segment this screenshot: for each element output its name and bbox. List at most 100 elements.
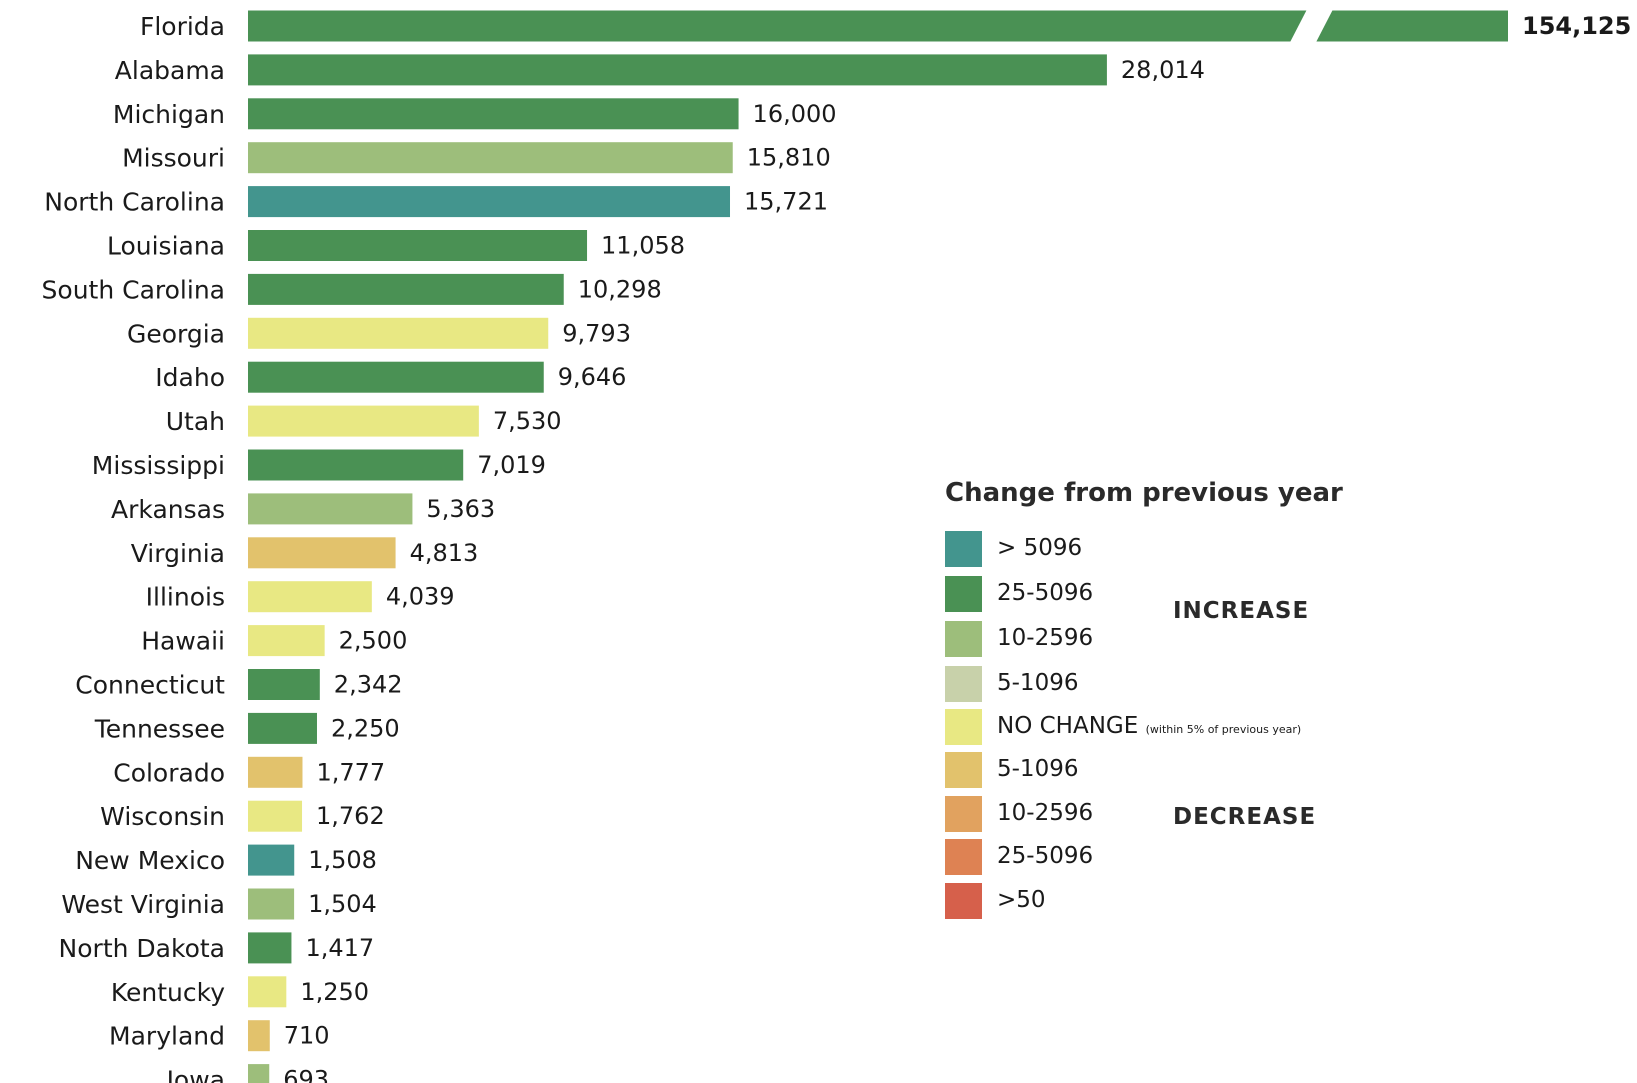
category-label: Illinois bbox=[146, 583, 225, 612]
category-label: Florida bbox=[140, 12, 225, 41]
legend-swatch bbox=[945, 576, 982, 612]
category-label: Virginia bbox=[131, 539, 225, 568]
value-label: 9,646 bbox=[558, 363, 627, 391]
legend-label: 25-5096 bbox=[997, 580, 1094, 606]
legend-swatch bbox=[945, 883, 982, 919]
legend-title: Change from previous year bbox=[945, 478, 1343, 508]
legend-swatch bbox=[945, 709, 982, 745]
value-label: 11,058 bbox=[601, 232, 685, 260]
legend-item-no-change: NO CHANGE (within 5% of previous year) bbox=[945, 709, 1465, 745]
increase-label: INCREASE bbox=[1173, 598, 1310, 624]
bar bbox=[248, 186, 731, 218]
value-label: 4,039 bbox=[386, 583, 455, 611]
value-label: 1,508 bbox=[308, 846, 377, 874]
legend-label: 10-2596 bbox=[997, 625, 1094, 651]
category-label: Kentucky bbox=[111, 978, 225, 1007]
legend-label: >50 bbox=[997, 887, 1046, 913]
bar bbox=[248, 230, 588, 261]
value-label: 1,417 bbox=[305, 934, 374, 962]
legend-no-change-label: NO CHANGE bbox=[997, 713, 1139, 739]
bar bbox=[248, 273, 564, 305]
legend-swatch bbox=[945, 796, 982, 832]
value-label: 15,721 bbox=[744, 188, 828, 216]
bar bbox=[248, 54, 1107, 86]
value-label: 7,530 bbox=[493, 407, 562, 435]
value-label: 1,777 bbox=[316, 758, 385, 786]
bar bbox=[248, 142, 733, 174]
value-label: 2,342 bbox=[334, 671, 403, 699]
category-label: New Mexico bbox=[75, 846, 225, 875]
legend: Change from previous year > 5096 25-5096… bbox=[945, 478, 1505, 938]
legend-item-10-25-decrease: 10-2596 bbox=[945, 796, 1465, 832]
bar bbox=[248, 449, 464, 481]
legend-label: 5-1096 bbox=[997, 670, 1079, 696]
bar bbox=[248, 625, 325, 657]
legend-item-10-25-increase: 10-2596 bbox=[945, 621, 1465, 657]
bar bbox=[248, 800, 303, 832]
category-label: Tennessee bbox=[94, 714, 225, 743]
category-label: West Virginia bbox=[61, 890, 225, 919]
category-label: Georgia bbox=[127, 319, 225, 348]
category-label: Connecticut bbox=[75, 671, 225, 700]
legend-no-change-note: (within 5% of previous year) bbox=[1145, 723, 1302, 736]
value-label: 2,500 bbox=[339, 627, 408, 655]
category-label: Colorado bbox=[113, 758, 225, 787]
bar bbox=[248, 317, 549, 349]
legend-label: NO CHANGE (within 5% of previous year) bbox=[997, 713, 1301, 739]
legend-item-gt50-decrease: >50 bbox=[945, 883, 1465, 919]
bar bbox=[248, 405, 479, 437]
value-label: 4,813 bbox=[410, 539, 479, 567]
bar bbox=[248, 844, 295, 876]
category-label: North Dakota bbox=[59, 934, 225, 963]
bar bbox=[248, 581, 372, 613]
value-label: 710 bbox=[284, 1022, 330, 1050]
bar-segment bbox=[248, 10, 1307, 42]
legend-label: 10-2596 bbox=[997, 800, 1094, 826]
value-label: 28,014 bbox=[1121, 56, 1205, 84]
bar bbox=[248, 493, 413, 525]
value-label: 10,298 bbox=[578, 275, 662, 303]
bar bbox=[248, 669, 320, 700]
legend-swatch bbox=[945, 666, 982, 702]
category-label: Louisiana bbox=[107, 232, 225, 261]
bar bbox=[248, 976, 287, 1008]
bar-segment-broken bbox=[1316, 10, 1508, 42]
value-label: 154,125 bbox=[1522, 12, 1631, 40]
bar bbox=[248, 888, 295, 920]
category-label: North Carolina bbox=[44, 188, 225, 217]
bar bbox=[248, 361, 544, 393]
bar bbox=[248, 98, 739, 130]
category-label: Iowa bbox=[167, 1066, 225, 1083]
legend-swatch bbox=[945, 621, 982, 657]
value-label: 1,762 bbox=[316, 802, 385, 830]
legend-item-25-50-decrease: 25-5096 bbox=[945, 839, 1465, 875]
category-label: Michigan bbox=[113, 100, 225, 129]
decrease-label: DECREASE bbox=[1173, 804, 1317, 830]
legend-label: > 5096 bbox=[997, 535, 1083, 561]
value-label: 2,250 bbox=[331, 714, 400, 742]
legend-item-gt50-increase: > 5096 bbox=[945, 531, 1465, 567]
category-label: Alabama bbox=[115, 56, 225, 85]
legend-item-25-50-increase: 25-5096 bbox=[945, 576, 1465, 612]
category-label: Missouri bbox=[122, 144, 225, 173]
value-label: 5,363 bbox=[426, 495, 495, 523]
legend-swatch bbox=[945, 752, 982, 788]
category-label: Wisconsin bbox=[100, 802, 225, 831]
category-label: Hawaii bbox=[141, 627, 225, 656]
value-label: 1,250 bbox=[300, 978, 369, 1006]
legend-item-5-10-increase: 5-1096 bbox=[945, 666, 1465, 702]
legend-item-5-10-decrease: 5-1096 bbox=[945, 752, 1465, 788]
value-label: 693 bbox=[283, 1066, 329, 1083]
value-label: 16,000 bbox=[753, 100, 837, 128]
bar bbox=[248, 537, 396, 569]
category-label: South Carolina bbox=[42, 275, 225, 304]
legend-label: 25-5096 bbox=[997, 843, 1094, 869]
category-label: Arkansas bbox=[111, 495, 225, 524]
legend-swatch bbox=[945, 531, 982, 567]
legend-swatch bbox=[945, 839, 982, 875]
legend-label: 5-1096 bbox=[997, 756, 1079, 782]
value-label: 1,504 bbox=[308, 890, 377, 918]
bar bbox=[248, 756, 303, 788]
category-label: Maryland bbox=[109, 1022, 225, 1051]
